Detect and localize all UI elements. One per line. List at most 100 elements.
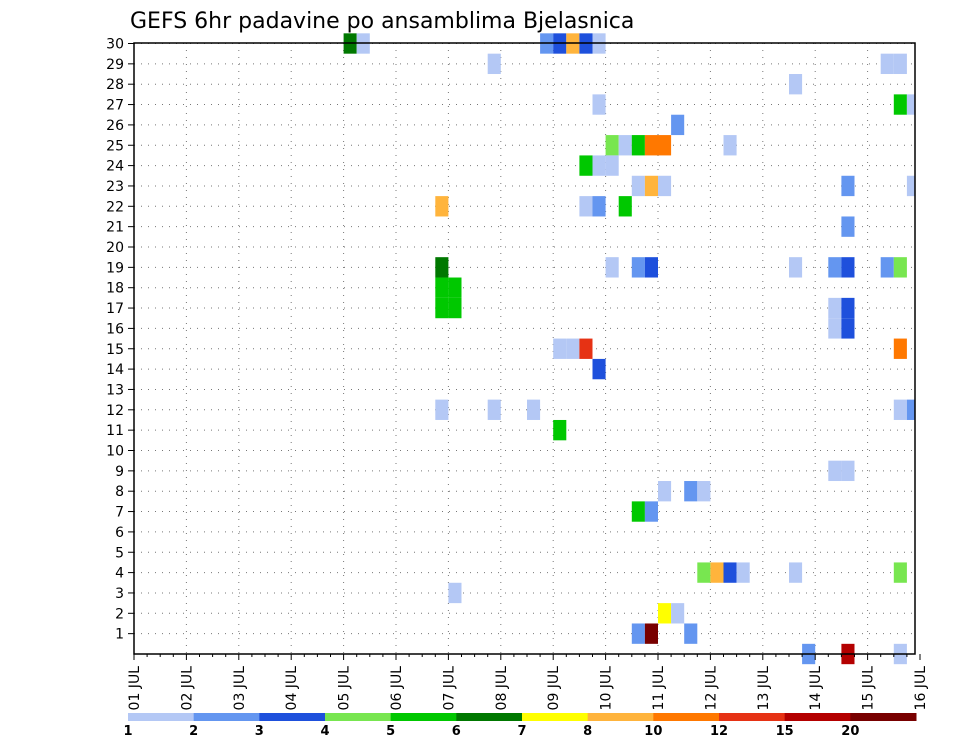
heatmap-cell — [841, 216, 855, 237]
y-tick-label: 10 — [106, 444, 124, 460]
heatmap-cell — [435, 257, 449, 278]
y-tick-label: 28 — [106, 77, 124, 93]
y-tick-label: 11 — [106, 423, 124, 439]
heatmap-cell — [671, 114, 685, 136]
x-axis: 01 JUL 02 JUL 03 JUL 04 JUL 05 JUL 06 JUL 07 J… — [127, 654, 929, 710]
heatmap-cell — [789, 562, 803, 583]
heatmap-cell — [658, 175, 672, 197]
y-tick-label: 17 — [106, 301, 124, 317]
y-tick-label: 13 — [106, 382, 124, 398]
heatmap-cell — [789, 74, 803, 95]
y-tick-label: 5 — [115, 545, 124, 561]
heatmap-cell — [644, 135, 658, 156]
y-tick-label: 24 — [106, 159, 124, 175]
heatmap-cell — [880, 53, 894, 75]
legend-swatch — [784, 713, 851, 721]
heatmap-cell — [906, 94, 915, 115]
heatmap-cell — [828, 318, 842, 339]
heatmap-cell — [435, 196, 449, 217]
legend-swatch — [456, 713, 523, 721]
y-tick-label: 19 — [106, 260, 124, 276]
heatmap-cell — [893, 338, 907, 359]
heatmap-cell — [906, 399, 915, 420]
heatmap-cell — [723, 135, 737, 156]
x-tick-label: 11 JUL — [651, 666, 667, 711]
heatmap-cell — [644, 257, 658, 278]
heatmap-cell — [893, 94, 907, 115]
y-tick-label: 29 — [106, 57, 124, 73]
heatmap-cell — [723, 562, 737, 583]
legend-label: 15 — [776, 724, 794, 739]
x-tick-label: 01 JUL — [127, 666, 143, 711]
heatmap-cell — [448, 277, 462, 298]
y-tick-label: 4 — [115, 566, 124, 582]
heatmap-cell — [553, 419, 567, 441]
x-tick-label: 05 JUL — [337, 666, 353, 711]
y-tick-label: 30 — [106, 37, 124, 53]
x-tick-label: 09 JUL — [546, 666, 562, 711]
heatmap-cell — [697, 481, 711, 502]
heatmap-cell — [631, 501, 645, 522]
y-tick-label: 20 — [106, 240, 124, 256]
x-tick-label: 06 JUL — [389, 666, 405, 711]
y-tick-label: 8 — [115, 484, 124, 500]
heatmap-cell — [644, 175, 658, 197]
heatmap-cell — [658, 603, 672, 624]
x-tick-label: 03 JUL — [232, 666, 248, 711]
legend-label: 4 — [320, 724, 329, 739]
heatmap-cell — [527, 399, 541, 420]
heatmap-cell — [906, 175, 915, 197]
plot-frame — [133, 42, 916, 655]
heatmap-cell — [671, 603, 685, 624]
heatmap-cell — [893, 53, 907, 75]
heatmap-cell — [435, 277, 449, 298]
heatmap-cell — [789, 257, 803, 278]
x-tick-label: 02 JUL — [179, 666, 195, 711]
legend-swatch — [587, 713, 654, 721]
x-tick-label: 13 JUL — [756, 666, 772, 711]
gridlines — [134, 43, 915, 654]
heatmap-cell — [828, 297, 842, 319]
heatmap-cell — [605, 257, 619, 278]
legend-swatch — [390, 713, 457, 721]
y-tick-label: 7 — [115, 505, 124, 521]
heatmap-cell — [841, 175, 855, 197]
legend-label: 3 — [255, 724, 264, 739]
x-tick-label: 10 JUL — [599, 666, 615, 711]
heatmap-cell — [684, 623, 698, 644]
heatmap-cell — [684, 481, 698, 502]
legend-label: 2 — [189, 724, 198, 739]
heatmap-cell — [841, 257, 855, 278]
legend-label: 12 — [710, 724, 728, 739]
heatmap-cell — [644, 501, 658, 522]
legend-swatch — [850, 713, 917, 721]
heatmap-cells — [343, 33, 915, 665]
heatmap-cell — [893, 257, 907, 278]
heatmap-cell — [710, 562, 724, 583]
legend-swatch — [193, 713, 260, 721]
y-tick-label: 23 — [106, 179, 124, 195]
heatmap-cell — [487, 399, 501, 420]
legend-label: 6 — [452, 724, 461, 739]
y-axis: 1234567891011121314151617181920212223242… — [106, 37, 134, 643]
y-tick-label: 15 — [106, 342, 124, 358]
y-tick-label: 27 — [106, 98, 124, 114]
heatmap-cell — [592, 155, 606, 176]
y-tick-label: 26 — [106, 118, 124, 134]
heatmap-cell — [579, 196, 593, 217]
y-tick-label: 9 — [115, 464, 124, 480]
y-tick-label: 14 — [106, 362, 124, 378]
heatmap-cell — [658, 481, 672, 502]
x-tick-label: 16 JUL — [913, 666, 929, 711]
y-tick-label: 18 — [106, 281, 124, 297]
heatmap-cell — [631, 257, 645, 278]
x-tick-label: 12 JUL — [703, 666, 719, 711]
y-tick-label: 1 — [115, 627, 124, 643]
x-tick-label: 04 JUL — [284, 666, 300, 711]
legend-swatch — [653, 713, 720, 721]
legend-swatch — [719, 713, 786, 721]
heatmap-cell — [658, 135, 672, 156]
heatmap-cell — [841, 460, 855, 482]
legend-label: 20 — [841, 724, 859, 739]
